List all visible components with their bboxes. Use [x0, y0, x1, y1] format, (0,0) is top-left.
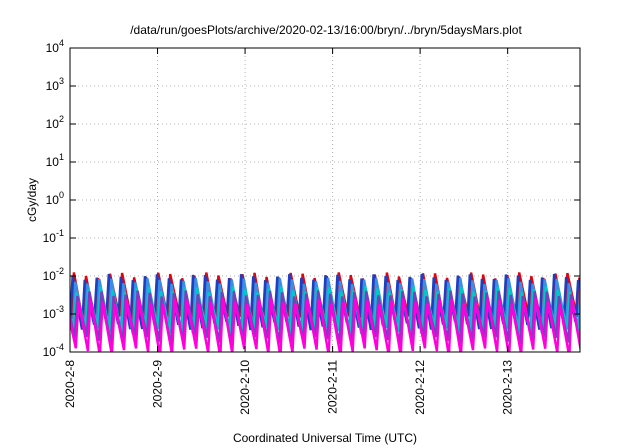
x-tick-label: 2020-2-12	[413, 360, 427, 415]
x-tick-label: 2020-2-8	[63, 360, 77, 408]
y-axis: 10-4 10-3 10-2 10-1 100 101 102 103 104	[43, 38, 580, 359]
y-axis-label: cGy/day	[25, 178, 39, 222]
series-line	[70, 298, 580, 352]
y-tick-label: 10-3	[43, 304, 64, 321]
x-tick-label: 2020-2-13	[501, 360, 515, 415]
y-tick-label: 102	[46, 114, 64, 131]
y-tick-label: 104	[46, 38, 64, 55]
y-tick-label: 101	[46, 152, 64, 169]
x-tick-label: 2020-2-11	[326, 360, 340, 414]
series-line	[70, 286, 580, 337]
x-tick-label: 2020-2-10	[238, 360, 252, 415]
grid	[70, 48, 580, 352]
y-tick-label: 10-2	[43, 266, 64, 283]
x-axis-label: Coordinated Universal Time (UTC)	[233, 431, 417, 445]
series-line	[70, 277, 580, 335]
y-tick-label: 103	[46, 76, 64, 93]
y-tick-label: 100	[46, 190, 64, 207]
chart-title: /data/run/goesPlots/archive/2020-02-13/1…	[130, 23, 522, 37]
y-tick-label: 10-4	[43, 342, 64, 359]
y-tick-label: 10-1	[43, 228, 64, 245]
x-tick-label: 2020-2-9	[151, 360, 165, 408]
plot-area	[70, 272, 580, 352]
x-axis: 2020-2-8 2020-2-9 2020-2-10 2020-2-11 2020-2…	[63, 48, 515, 415]
